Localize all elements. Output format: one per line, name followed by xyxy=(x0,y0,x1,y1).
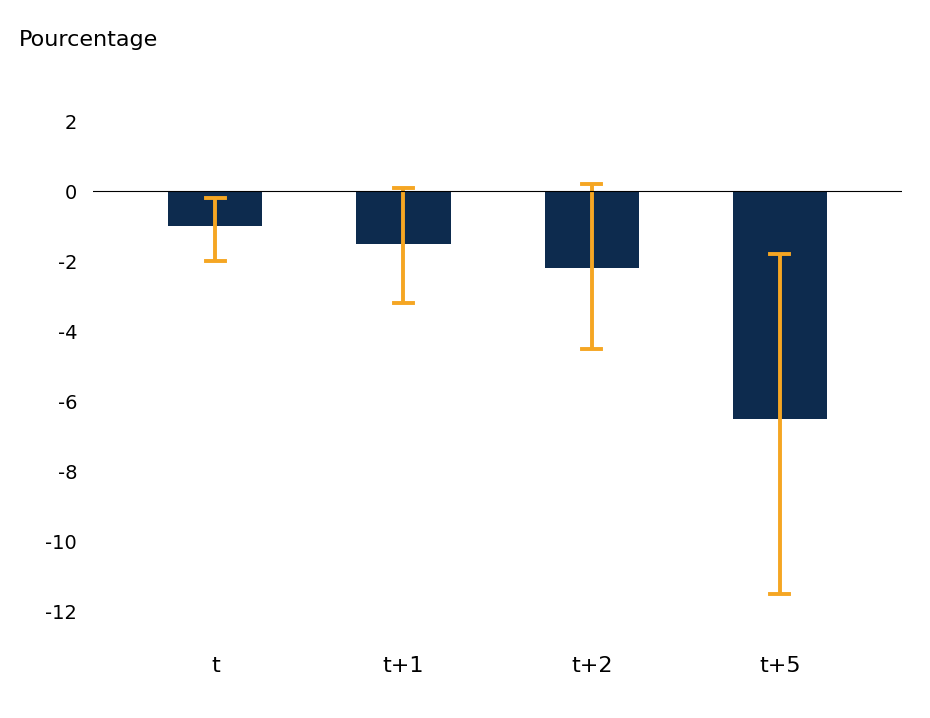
Bar xyxy=(733,191,827,419)
Bar xyxy=(356,191,450,243)
Text: Pourcentage: Pourcentage xyxy=(19,30,158,50)
Bar xyxy=(545,191,639,268)
Bar xyxy=(168,191,262,226)
